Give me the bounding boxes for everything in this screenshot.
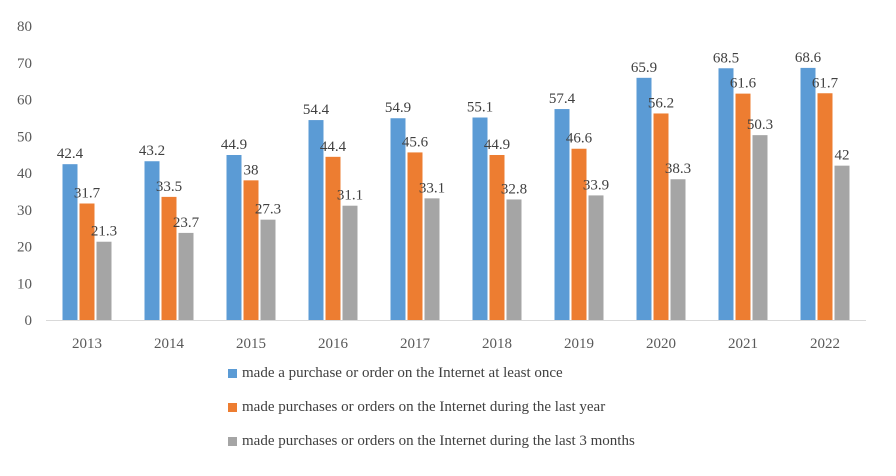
y-tick-label: 50 — [17, 129, 32, 145]
legend-swatch-blue — [228, 368, 237, 378]
legend-swatch-gray — [228, 436, 237, 446]
data-label-series-1: 55.1 — [467, 100, 493, 116]
bar-series-3 — [752, 135, 768, 320]
x-tick-label: 2020 — [646, 336, 676, 352]
data-label-series-1: 68.6 — [795, 50, 822, 66]
bar-series-3 — [260, 219, 276, 320]
bar-series-2 — [489, 154, 505, 320]
legend-label-series-2: made purchases or orders on the Internet… — [242, 398, 606, 415]
x-tick-label: 2016 — [318, 336, 349, 352]
bar-series-2 — [817, 93, 833, 320]
x-tick-label: 2019 — [564, 336, 594, 352]
data-label-series-3: 42 — [835, 148, 850, 164]
bar-series-2 — [407, 152, 423, 320]
x-tick-label: 2022 — [810, 336, 840, 352]
bar-series-2 — [161, 196, 177, 320]
bar-series-1 — [226, 154, 242, 320]
data-label-series-3: 38.3 — [665, 161, 691, 177]
x-tick-label: 2013 — [72, 336, 102, 352]
data-label-series-3: 33.9 — [583, 177, 609, 193]
x-tick-label: 2015 — [236, 336, 266, 352]
bar-series-3 — [96, 241, 112, 320]
bar-series-2 — [243, 180, 259, 320]
bar-series-3 — [588, 195, 604, 320]
y-tick-label: 20 — [17, 240, 32, 256]
data-label-series-2: 56.2 — [648, 95, 674, 111]
bar-series-1 — [554, 109, 570, 321]
legend-item-series-1: made a purchase or order on the Internet… — [228, 364, 635, 382]
data-label-series-2: 44.4 — [320, 139, 347, 155]
data-label-series-1: 54.9 — [385, 100, 411, 116]
data-label-series-2: 61.7 — [812, 75, 839, 91]
x-tick-label: 2017 — [400, 336, 431, 352]
bar-series-1 — [144, 161, 160, 320]
data-label-series-3: 33.1 — [419, 180, 445, 196]
y-tick-label: 60 — [17, 93, 32, 109]
legend: made a purchase or order on the Internet… — [228, 364, 635, 466]
data-label-series-1: 54.4 — [303, 102, 330, 118]
bar-series-1 — [472, 117, 488, 320]
data-label-series-2: 46.6 — [566, 131, 593, 147]
data-label-series-3: 50.3 — [747, 117, 773, 133]
data-label-series-3: 32.8 — [501, 181, 527, 197]
bar-series-2 — [325, 156, 341, 320]
data-label-series-2: 38 — [244, 162, 259, 178]
legend-label-series-3: made purchases or orders on the Internet… — [242, 432, 635, 449]
bar-series-3 — [178, 232, 194, 320]
data-label-series-1: 57.4 — [549, 91, 576, 107]
y-tick-label: 70 — [17, 56, 32, 72]
bar-series-2 — [79, 203, 95, 320]
data-label-series-2: 33.5 — [156, 179, 182, 195]
y-tick-label: 80 — [17, 19, 32, 35]
data-label-series-2: 31.7 — [74, 186, 101, 202]
data-label-series-2: 44.9 — [484, 137, 510, 153]
data-label-series-3: 27.3 — [255, 202, 281, 218]
bar-series-3 — [424, 198, 440, 320]
data-label-series-1: 44.9 — [221, 137, 247, 153]
x-tick-label: 2021 — [728, 336, 758, 352]
x-tick-label: 2018 — [482, 336, 512, 352]
data-label-series-3: 23.7 — [173, 215, 200, 231]
bar-series-1 — [718, 68, 734, 320]
bar-series-1 — [800, 67, 816, 321]
bar-series-1 — [308, 120, 324, 320]
legend-item-series-3: made purchases or orders on the Internet… — [228, 432, 635, 450]
y-tick-label: 40 — [17, 166, 32, 182]
bar-series-2 — [735, 93, 751, 321]
data-label-series-1: 42.4 — [57, 146, 84, 162]
data-label-series-1: 65.9 — [631, 60, 657, 76]
bar-series-3 — [342, 205, 358, 320]
bar-series-1 — [62, 164, 78, 320]
bar-series-1 — [636, 77, 652, 320]
legend-label-series-1: made a purchase or order on the Internet… — [242, 364, 563, 381]
y-tick-label: 0 — [25, 313, 33, 329]
bar-series-3 — [670, 179, 686, 320]
bar-series-3 — [506, 199, 522, 320]
bar-series-2 — [653, 113, 669, 320]
bar-series-1 — [390, 118, 406, 321]
data-label-series-2: 61.6 — [730, 76, 757, 92]
data-label-series-1: 43.2 — [139, 143, 165, 159]
x-tick-label: 2014 — [154, 336, 185, 352]
data-label-series-2: 45.6 — [402, 134, 429, 150]
y-tick-label: 10 — [17, 276, 32, 292]
bar-series-2 — [571, 148, 587, 320]
bar-series-3 — [834, 165, 850, 320]
legend-swatch-orange — [228, 402, 237, 412]
data-label-series-3: 31.1 — [337, 188, 363, 204]
legend-item-series-2: made purchases or orders on the Internet… — [228, 398, 635, 416]
data-label-series-1: 68.5 — [713, 50, 739, 66]
y-tick-label: 30 — [17, 203, 32, 219]
data-label-series-3: 21.3 — [91, 224, 117, 240]
